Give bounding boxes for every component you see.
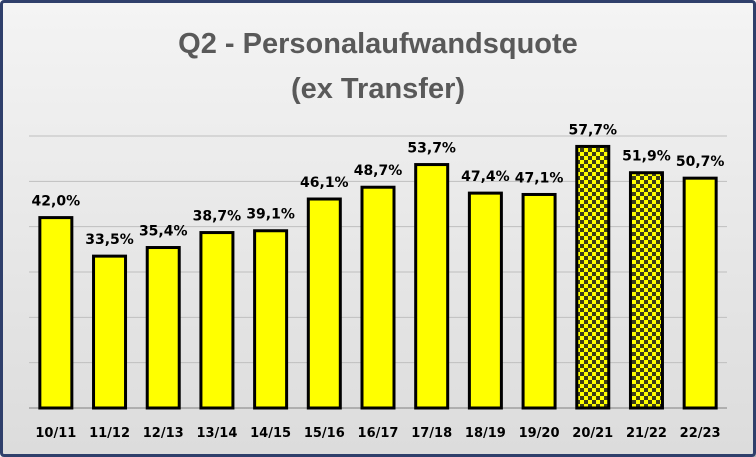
bars [38, 144, 718, 410]
x-tick-label: 20/21 [572, 426, 613, 441]
data-label: 39,1% [246, 207, 295, 223]
data-label: 33,5% [85, 232, 134, 248]
data-label: 48,7% [354, 163, 403, 179]
data-label: 35,4% [139, 224, 188, 240]
chart-title-line-1: Q2 - Personalaufwandsquote [178, 28, 578, 60]
bar-12-13 [145, 246, 181, 410]
bar-17-18 [414, 163, 450, 410]
bar-22-23 [682, 176, 718, 410]
data-label: 51,9% [622, 149, 671, 165]
bar-16-17 [360, 185, 396, 410]
data-label: 38,7% [193, 209, 242, 225]
x-tick-label: 21/22 [626, 426, 667, 441]
bar-20-21 [575, 144, 611, 410]
bar-14-15 [253, 229, 289, 410]
bar-11-12 [92, 254, 128, 410]
bar-15-16 [306, 197, 342, 410]
data-label: 47,1% [515, 170, 564, 186]
x-tick-label: 15/16 [304, 426, 345, 441]
x-tick-label: 22/23 [680, 426, 721, 441]
x-tick-label: 10/11 [35, 426, 76, 441]
bar-21-22 [628, 171, 664, 410]
x-tick-label: 14/15 [250, 426, 291, 441]
data-label: 53,7% [407, 141, 456, 157]
x-tick-label: 13/14 [196, 426, 237, 441]
bar-10-11 [38, 216, 74, 410]
chart-title-line-2: (ex Transfer) [291, 73, 465, 105]
bar-18-19 [467, 191, 503, 410]
data-label: 50,7% [676, 154, 725, 170]
x-tick-label: 12/13 [143, 426, 184, 441]
gridlines [29, 135, 727, 409]
bar-13-14 [199, 231, 235, 410]
x-tick-label: 11/12 [89, 426, 130, 441]
data-label: 42,0% [32, 194, 81, 210]
bar-19-20 [521, 192, 557, 410]
data-label: 46,1% [300, 175, 349, 191]
data-labels: 42,0% 33,5% 35,4% 38,7% 39,1% 46,1% 48,7%53,7%… [32, 122, 725, 248]
x-tick-label: 18/19 [465, 426, 506, 441]
data-label: 57,7% [568, 122, 617, 138]
x-tick-labels: 10/11 11/12 12/13 13/14 14/15 15/16 16/17 17/18… [35, 426, 720, 441]
data-label: 47,4% [461, 169, 510, 185]
x-tick-label: 17/18 [411, 426, 452, 441]
x-tick-label: 19/20 [519, 426, 560, 441]
x-tick-label: 16/17 [358, 426, 399, 441]
